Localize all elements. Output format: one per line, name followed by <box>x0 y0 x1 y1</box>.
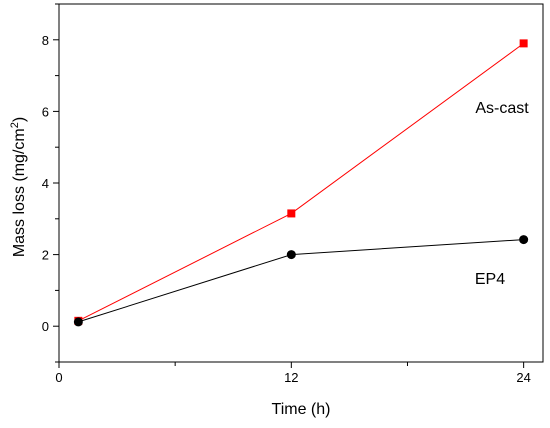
y-axis-title-main: Mass loss (mg/cm <box>11 128 28 257</box>
y-axis-title-close: ) <box>11 117 28 122</box>
series-label-ep4: EP4 <box>475 271 505 288</box>
y-tick-label-8: 8 <box>42 33 49 48</box>
x-tick-label-0: 0 <box>55 370 62 385</box>
series-layer <box>73 39 529 327</box>
series-label-as-cast: As-cast <box>475 100 529 117</box>
y-tick-label-6: 6 <box>42 104 49 119</box>
data-point-as-cast-12 <box>287 209 296 218</box>
series-line-ep4 <box>78 239 524 323</box>
labels-layer: Time (h) Mass loss (mg/cm2) As-cast EP4 <box>9 100 529 418</box>
y-tick-label-4: 4 <box>42 176 49 191</box>
x-tick-label-12: 12 <box>284 370 298 385</box>
y-axis-title-superscript: 2 <box>9 122 21 128</box>
x-tick-label-24: 24 <box>516 370 530 385</box>
data-point-as-cast-24 <box>519 39 528 48</box>
plot-frame <box>58 3 544 363</box>
y-tick-label-2: 2 <box>42 248 49 263</box>
data-point-ep4-1 <box>73 317 83 327</box>
data-point-ep4-12 <box>286 250 296 260</box>
y-tick-label-0: 0 <box>42 319 49 334</box>
series-line-as-cast <box>78 42 524 322</box>
data-point-ep4-24 <box>519 235 529 245</box>
x-axis-title: Time (h) <box>272 401 331 418</box>
y-axis-title: Mass loss (mg/cm2) <box>9 117 28 257</box>
